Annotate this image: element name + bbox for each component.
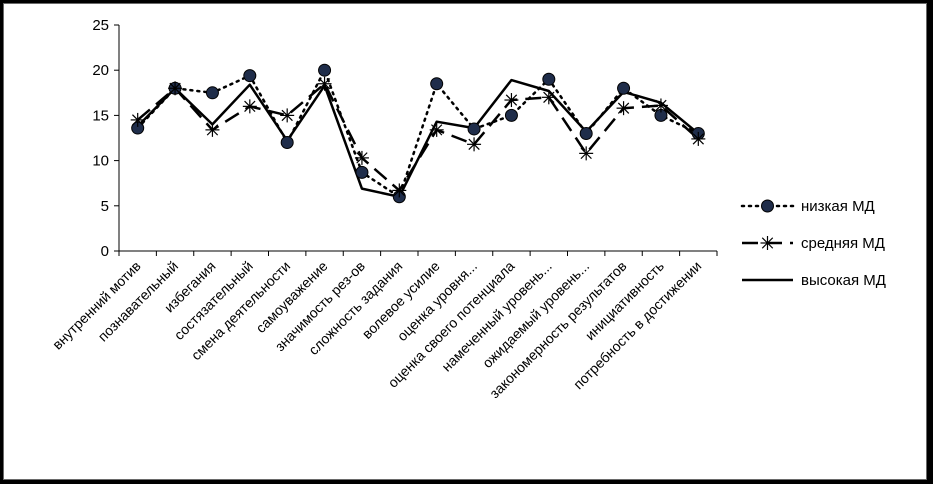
series-line-1 (136, 68, 700, 199)
point-marker-mid (691, 131, 706, 146)
legend-label-2: средняя МД (801, 235, 885, 252)
star-marker-stroke (580, 147, 592, 160)
star-marker-stroke (505, 94, 518, 106)
point-marker-low (355, 165, 369, 179)
series-line-2 (136, 82, 700, 192)
point-marker-mid (317, 76, 332, 91)
star-marker-stroke (692, 133, 704, 145)
star-marker-stroke (281, 109, 293, 122)
point-marker-mid (130, 112, 145, 127)
series-line-3 (136, 78, 700, 199)
legend-marker-mid (760, 236, 775, 250)
point-marker-mid (280, 108, 295, 123)
star-marker-stroke (356, 152, 368, 164)
star-marker-stroke (244, 100, 256, 113)
y-tick-label: 5 (101, 198, 109, 215)
y-tick-label: 15 (92, 107, 109, 124)
point-marker-mid (467, 137, 482, 152)
point-marker-low (504, 108, 518, 122)
point-marker-low (280, 136, 294, 150)
star-marker-stroke (169, 82, 181, 94)
star-marker-stroke (468, 138, 480, 151)
point-marker-mid (653, 98, 668, 113)
point-marker-low (243, 69, 257, 83)
star-marker-stroke (655, 99, 667, 112)
legend-label-1: низкая МД (801, 198, 875, 215)
star-marker-stroke (431, 124, 443, 136)
point-marker-mid (541, 90, 556, 105)
legend-label-3: высокая МД (801, 272, 886, 289)
point-marker-mid (579, 146, 594, 161)
star-marker-stroke (393, 184, 405, 197)
chart-area: 0 5 10 15 20 25 внутренний мотив познавательный… (3, 3, 927, 480)
point-marker-mid (205, 122, 220, 137)
point-marker-low (579, 126, 593, 140)
point-marker-low (617, 81, 631, 95)
point-marker-mid (504, 93, 519, 108)
point-marker-mid (429, 122, 444, 137)
star-marker-stroke (761, 237, 774, 249)
point-marker-low (467, 122, 481, 136)
y-tick-label: 25 (92, 17, 109, 34)
y-tick-label: 10 (92, 153, 109, 170)
point-marker-mid (354, 150, 369, 165)
star-marker-stroke (543, 91, 555, 103)
legend-marker-low (761, 199, 774, 213)
star-marker-stroke (206, 124, 219, 136)
star-marker-stroke (132, 114, 144, 126)
point-marker-mid (616, 101, 631, 116)
point-marker-low (542, 72, 556, 86)
y-tick-label: 0 (101, 243, 109, 260)
x-tick-label: закономерность результатов (486, 258, 629, 401)
point-marker-low (430, 77, 444, 91)
point-marker-low (205, 86, 219, 100)
point-marker-mid (242, 99, 257, 114)
star-marker-stroke (318, 78, 331, 90)
point-marker-mid (168, 81, 183, 96)
point-marker-mid (392, 183, 407, 198)
star-marker-stroke (617, 102, 630, 114)
point-marker-low (318, 63, 332, 77)
y-tick-label: 20 (92, 62, 109, 79)
